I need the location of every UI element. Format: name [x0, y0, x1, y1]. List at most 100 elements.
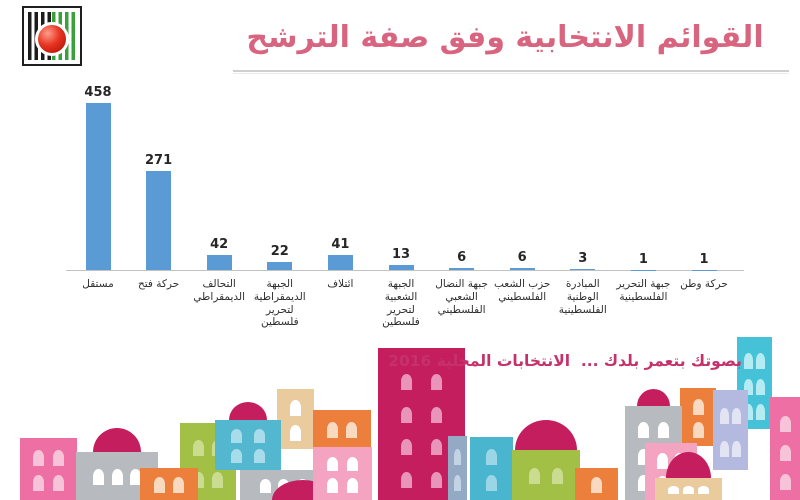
building	[625, 406, 682, 500]
building-window	[326, 422, 338, 438]
building-window	[698, 485, 710, 495]
building	[76, 452, 158, 500]
building-window	[657, 448, 669, 465]
elections-commission-logo	[22, 6, 82, 66]
building-window	[657, 474, 669, 491]
building	[448, 436, 467, 500]
bar-value-label: 6	[517, 249, 527, 265]
bar-category-label: الجبهة الديمقراطية لتحرير فلسطين	[253, 278, 306, 329]
building-window	[638, 448, 650, 465]
bar-category-label: التحالف الديمقراطي	[193, 278, 246, 303]
building	[215, 420, 281, 470]
bar	[206, 254, 232, 270]
building-window	[720, 441, 729, 458]
building-window	[692, 422, 704, 439]
building	[277, 389, 314, 449]
building-window	[192, 472, 204, 489]
building-window	[731, 441, 741, 458]
building	[180, 423, 236, 500]
building-dome	[666, 452, 711, 478]
bar-category-label: حزب الشعب الفلسطيني	[494, 278, 551, 303]
building-window	[290, 424, 301, 441]
bar-value-label: 42	[210, 236, 229, 252]
building	[58, 462, 92, 500]
bar	[388, 265, 414, 270]
bar-value-label: 458	[84, 84, 112, 100]
building-window	[278, 479, 290, 493]
bar-value-label: 271	[145, 153, 173, 169]
bar	[570, 268, 596, 270]
bar-category-label: الجبهة الشعبية لتحرير فلسطين	[382, 278, 420, 329]
building	[655, 478, 722, 500]
building-window	[454, 448, 461, 465]
building-window	[755, 404, 765, 421]
building-window	[346, 422, 358, 438]
bar-category-label: مستقل	[82, 278, 114, 290]
building-window	[430, 439, 442, 456]
building	[512, 450, 580, 500]
building-window	[779, 444, 791, 461]
bar-category-label: جبهة التحرير الفلسطينية	[616, 278, 671, 303]
building	[737, 337, 772, 429]
title-divider-shadow	[233, 73, 789, 74]
building-window	[253, 449, 265, 463]
bar-value-label: 13	[391, 247, 411, 263]
campaign-slogan: بصوتك بتعمر بلدك ... الانتخابات المحلية …	[388, 352, 742, 370]
building-window	[111, 469, 123, 485]
building-window	[528, 468, 540, 484]
building-window	[52, 475, 64, 492]
bar-category-label: المبادرة الوطنية الفلسطينية	[558, 278, 607, 316]
bar-category-label: حركة فتح	[137, 278, 180, 290]
building-window	[92, 469, 104, 485]
building-dome	[637, 389, 670, 406]
building	[645, 443, 697, 500]
building-window	[591, 477, 602, 493]
building	[140, 468, 198, 500]
building-window	[552, 468, 564, 484]
bar-category-label: حركة وطن	[680, 278, 728, 290]
building-window	[130, 469, 142, 485]
bar-value-label: 3	[578, 250, 588, 266]
building-window	[253, 429, 265, 443]
building-window	[290, 400, 301, 417]
bar-value-label: 6	[457, 249, 467, 265]
building-window	[683, 485, 694, 495]
building-window	[486, 449, 497, 466]
building-window	[486, 475, 497, 492]
building-window	[430, 471, 442, 488]
building	[378, 348, 465, 500]
building-window	[454, 474, 461, 491]
bar-value-label: 1	[638, 251, 648, 267]
building	[20, 438, 77, 500]
building-window	[326, 477, 338, 493]
building-window	[69, 474, 81, 490]
building-window	[638, 422, 650, 439]
building-window	[192, 440, 204, 457]
building-window	[731, 408, 741, 425]
building-window	[720, 408, 729, 425]
building-window	[674, 476, 686, 493]
building-dome	[93, 428, 141, 452]
building-window	[401, 374, 413, 391]
building	[575, 468, 618, 500]
building	[770, 397, 800, 500]
building-window	[656, 453, 668, 470]
bar-chart: 458 مستقل 271 حركة فتح 42 التحالف الديمقراطي 2…	[66, 84, 744, 328]
building-dome	[515, 420, 577, 450]
building-window	[231, 429, 243, 443]
building-window	[401, 406, 413, 423]
bar	[85, 102, 111, 270]
building-window	[744, 404, 753, 421]
building-window	[173, 477, 185, 493]
building-window	[347, 477, 359, 493]
building	[680, 388, 716, 446]
building-window	[657, 422, 669, 439]
building-window	[153, 477, 165, 493]
bar	[146, 171, 172, 270]
building-window	[52, 450, 64, 467]
bar	[267, 261, 293, 270]
title-divider	[233, 70, 789, 72]
building-window	[296, 479, 308, 493]
building	[313, 410, 371, 448]
